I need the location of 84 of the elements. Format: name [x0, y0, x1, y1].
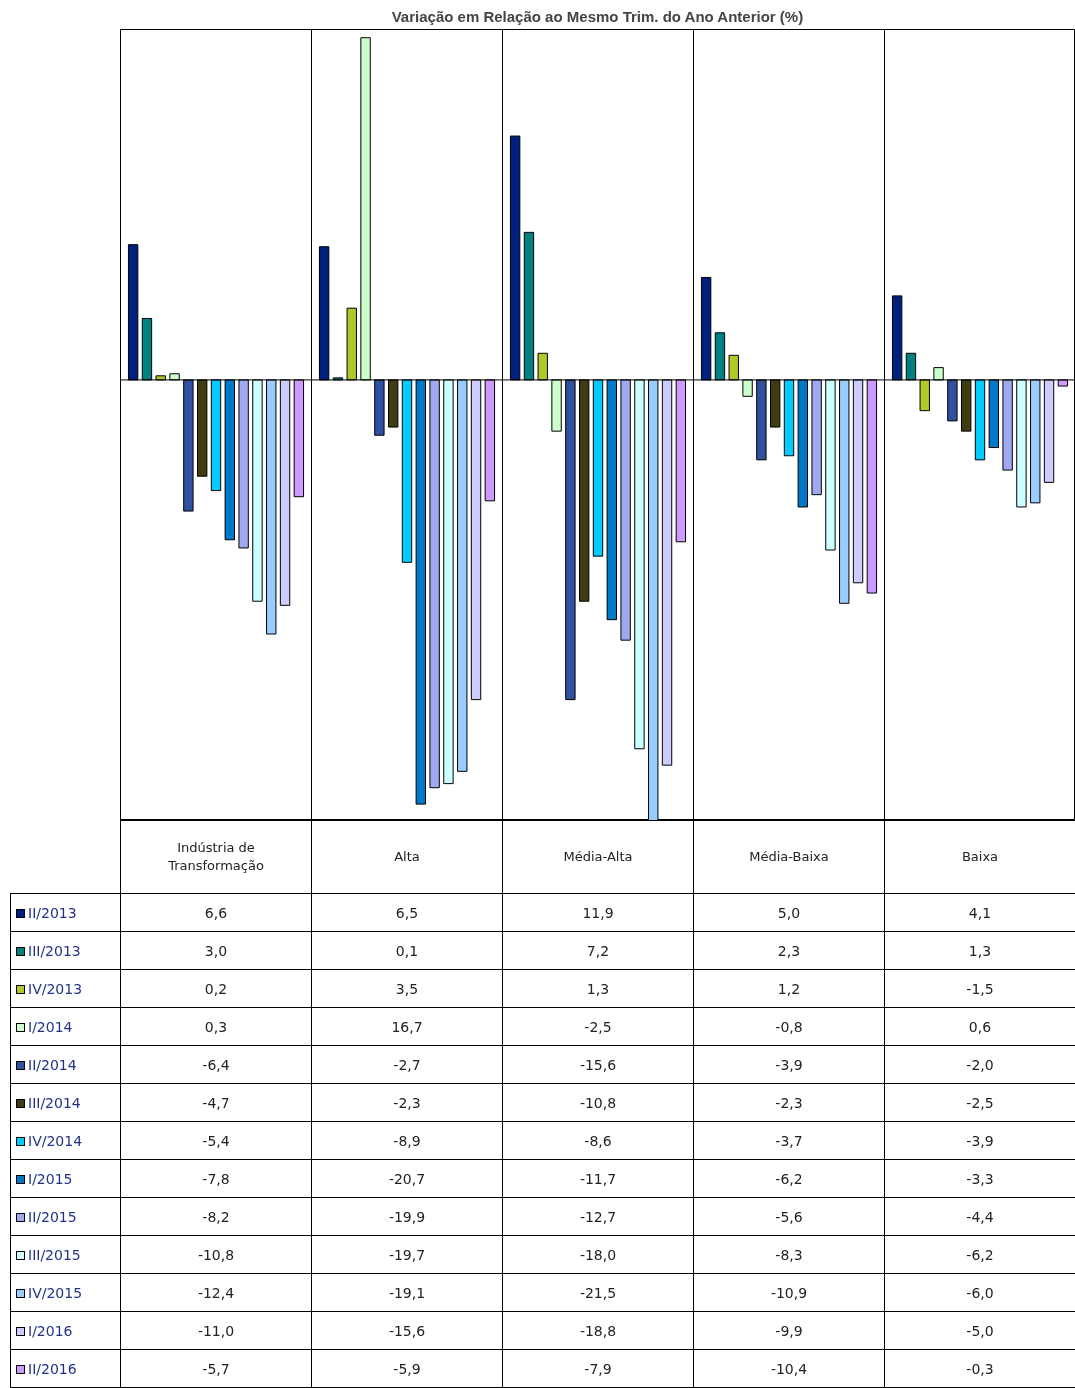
- data-label: -10,4: [693, 1349, 885, 1388]
- data-label: -11,7: [502, 1159, 694, 1198]
- data-label: -2,3: [311, 1083, 503, 1122]
- data-label: 0,1: [311, 931, 503, 970]
- data-label: -21,5: [502, 1273, 694, 1312]
- data-label: -7,8: [120, 1159, 312, 1198]
- data-label: 3,5: [311, 969, 503, 1008]
- data-label: -18,8: [502, 1311, 694, 1350]
- data-label: -1,5: [884, 969, 1075, 1008]
- data-label: -2,3: [693, 1083, 885, 1122]
- data-label: -15,6: [502, 1045, 694, 1084]
- data-label: -19,1: [311, 1273, 503, 1312]
- data-label: -2,5: [884, 1083, 1075, 1122]
- data-label: -12,7: [502, 1197, 694, 1236]
- legend-label: I/2016: [28, 1322, 73, 1339]
- data-label: 4,1: [884, 893, 1075, 932]
- data-label: -8,6: [502, 1121, 694, 1160]
- legend-label: IV/2015: [28, 1284, 83, 1301]
- data-label: -3,7: [693, 1121, 885, 1160]
- data-label: -19,7: [311, 1235, 503, 1274]
- data-label: 0,3: [120, 1007, 312, 1046]
- legend-label: II/2016: [28, 1360, 77, 1377]
- data-label: -4,7: [120, 1083, 312, 1122]
- data-label: -3,9: [884, 1121, 1075, 1160]
- data-label: -0,8: [693, 1007, 885, 1046]
- data-label: -7,9: [502, 1349, 694, 1388]
- data-label: -2,7: [311, 1045, 503, 1084]
- data-label: -19,9: [311, 1197, 503, 1236]
- data-label: 1,2: [693, 969, 885, 1008]
- data-label: 6,6: [120, 893, 312, 932]
- legend-label: III/2013: [28, 942, 81, 959]
- data-label: -10,8: [502, 1083, 694, 1122]
- data-label: 16,7: [311, 1007, 503, 1046]
- data-label: -2,5: [502, 1007, 694, 1046]
- chart-title: Variação em Relação ao Mesmo Trim. do Ano Anterior (%): [391, 7, 804, 25]
- x-tick-label: Média-Baixa: [693, 820, 885, 894]
- data-label: 7,2: [502, 931, 694, 970]
- data-label: 1,3: [884, 931, 1075, 970]
- legend-label: IV/2013: [28, 980, 83, 997]
- data-label: -11,0: [120, 1311, 312, 1350]
- data-label: -20,7: [311, 1159, 503, 1198]
- data-label: 0,2: [120, 969, 312, 1008]
- x-tick-label: Alta: [311, 820, 503, 894]
- data-label: -5,6: [693, 1197, 885, 1236]
- data-label: -5,4: [120, 1121, 312, 1160]
- data-label: -18,0: [502, 1235, 694, 1274]
- data-label: -8,9: [311, 1121, 503, 1160]
- data-label: -4,4: [884, 1197, 1075, 1236]
- legend-label: III/2014: [28, 1094, 81, 1111]
- data-label: 2,3: [693, 931, 885, 970]
- x-tick-label: Indústria de Transformação: [120, 820, 312, 894]
- data-label: -3,9: [693, 1045, 885, 1084]
- data-label: -9,9: [693, 1311, 885, 1350]
- legend-label: III/2015: [28, 1246, 81, 1263]
- data-label: -5,0: [884, 1311, 1075, 1350]
- legend-label: I/2014: [28, 1018, 73, 1035]
- data-label: -10,8: [120, 1235, 312, 1274]
- data-label: 6,5: [311, 893, 503, 932]
- data-label: -6,2: [693, 1159, 885, 1198]
- legend-label: II/2013: [28, 904, 77, 921]
- legend-label: I/2015: [28, 1170, 73, 1187]
- legend-label: II/2014: [28, 1056, 77, 1073]
- data-label: 0,6: [884, 1007, 1075, 1046]
- data-label: -15,6: [311, 1311, 503, 1350]
- data-label: -6,4: [120, 1045, 312, 1084]
- data-label: -3,3: [884, 1159, 1075, 1198]
- data-label: -5,7: [120, 1349, 312, 1388]
- data-label: -6,2: [884, 1235, 1075, 1274]
- data-label: 3,0: [120, 931, 312, 970]
- legend-label: II/2015: [28, 1208, 77, 1225]
- data-label: -5,9: [311, 1349, 503, 1388]
- data-label: -12,4: [120, 1273, 312, 1312]
- data-label: -8,3: [693, 1235, 885, 1274]
- data-label: -8,2: [120, 1197, 312, 1236]
- x-tick-label: Baixa: [884, 820, 1075, 894]
- data-label: -2,0: [884, 1045, 1075, 1084]
- data-label: 5,0: [693, 893, 885, 932]
- data-label: 1,3: [502, 969, 694, 1008]
- legend-label: IV/2014: [28, 1132, 83, 1149]
- data-label: -10,9: [693, 1273, 885, 1312]
- x-tick-label: Média-Alta: [502, 820, 694, 894]
- data-label: 11,9: [502, 893, 694, 932]
- data-label: -6,0: [884, 1273, 1075, 1312]
- data-label: -0,3: [884, 1349, 1075, 1388]
